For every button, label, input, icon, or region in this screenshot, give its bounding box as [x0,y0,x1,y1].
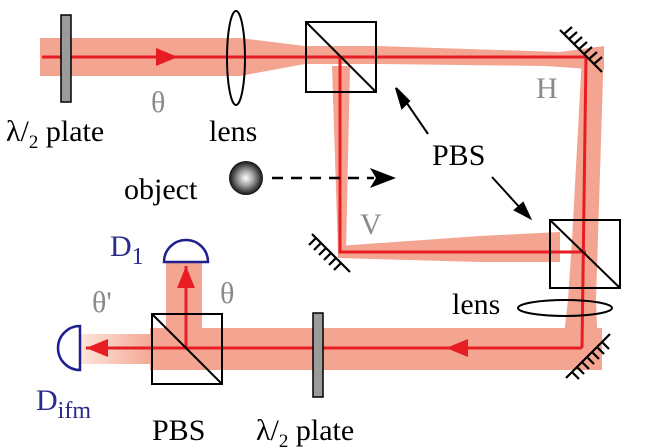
beam-arrows [86,48,468,357]
pbs-pointers [395,87,533,221]
half-wave-plate-bottom [312,312,324,398]
v-arm-across-beam [338,232,560,262]
detector-ifm-label: Difm [36,384,91,424]
theta-right-label: θ [220,277,234,310]
lens-top-label: lens [209,115,257,148]
lens-right-label: lens [452,288,500,321]
lens-right-shape [517,299,613,317]
object-label: object [124,173,198,206]
mirror-v [308,233,351,273]
pbs-bottom [151,313,223,385]
mirror-bottom [565,333,611,380]
arrow-input [156,48,178,66]
arrow-bottom [446,339,468,357]
pbs-top [305,21,377,93]
pbs-bottom-label: PBS [152,414,205,447]
core-v [338,57,586,254]
arrow-dim [86,339,108,357]
pbs-center-label: PBS [432,139,485,172]
h-arm-label: H [536,72,558,105]
pbs-right [549,219,621,289]
theta-prime-label: θ' [92,286,112,319]
v-arm-label: V [360,208,382,241]
half-wave-plate-top-label: λ/2 plate [6,115,104,153]
object-sphere [229,161,263,195]
mirror-h [559,26,603,73]
lens-top-shape [226,10,246,106]
half-wave-plate-bottom-label: λ/2 plate [256,414,354,448]
detector-d1 [162,238,210,264]
arrow-d1 [177,266,195,288]
detector-dimf [56,324,82,372]
detector-d1-label: D1 [110,230,144,270]
half-wave-plate-top [60,14,72,103]
object-arrowhead [370,168,396,188]
theta-top-label: θ [151,86,165,119]
